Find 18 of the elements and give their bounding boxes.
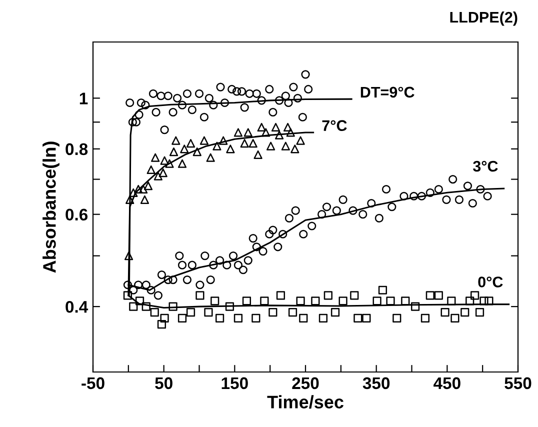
x-tick-label: 50 bbox=[155, 377, 172, 390]
series-label: DT=9°C bbox=[360, 86, 414, 98]
x-tick-label: -50 bbox=[82, 377, 104, 390]
x-axis-title: Time/sec bbox=[267, 395, 344, 409]
chart-title: LLDPE(2) bbox=[450, 11, 518, 26]
y-tick-label: 0.8 bbox=[66, 143, 88, 156]
series-label: 0°C bbox=[478, 276, 503, 288]
x-tick-label: 250 bbox=[292, 377, 319, 390]
series-label: 3°C bbox=[472, 160, 498, 172]
y-tick-label: 0.6 bbox=[66, 208, 88, 221]
y-axis-title: Absorbance(ln) bbox=[42, 142, 60, 273]
y-tick-label: 0.4 bbox=[66, 300, 88, 313]
x-tick-label: 350 bbox=[362, 377, 390, 390]
x-tick-label: 450 bbox=[434, 377, 460, 390]
x-tick-label: 150 bbox=[222, 377, 248, 390]
y-tick-label: 1 bbox=[80, 92, 88, 104]
series-label: 7°C bbox=[322, 120, 347, 131]
x-tick-label: 550 bbox=[504, 377, 532, 390]
